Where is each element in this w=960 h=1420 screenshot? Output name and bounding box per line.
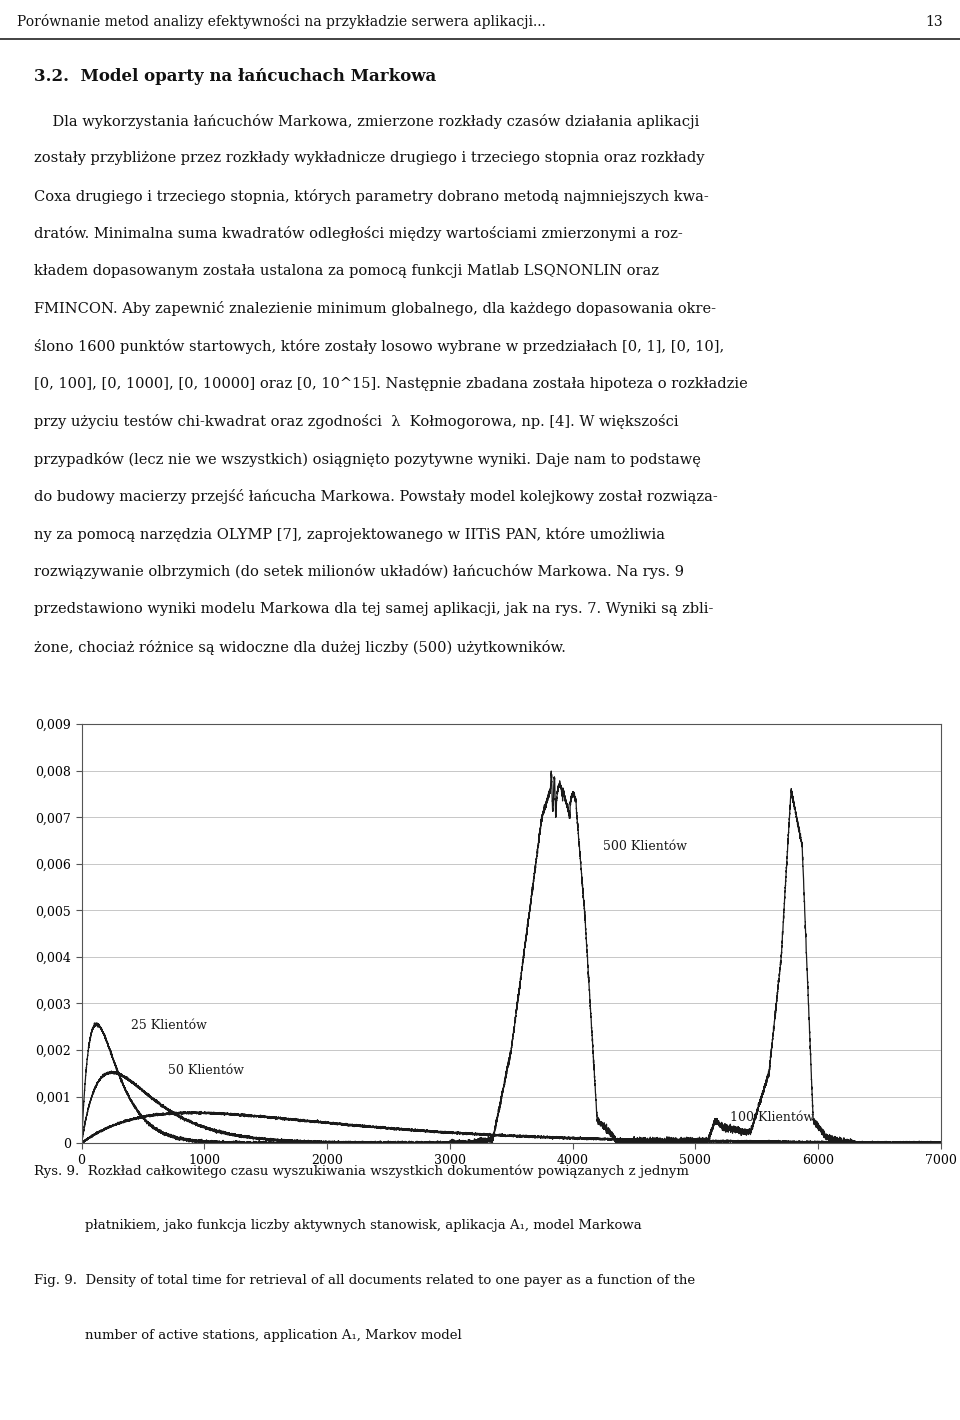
Text: do budowy macierzy przejść łańcucha Markowa. Powstały model kolejkowy został roz: do budowy macierzy przejść łańcucha Mark… bbox=[34, 490, 717, 504]
Text: żone, chociaż różnice są widoczne dla dużej liczby (500) użytkowników.: żone, chociaż różnice są widoczne dla du… bbox=[34, 639, 565, 655]
Text: ny za pomocą narzędzia OLYMP [7], zaprojektowanego w IITiS PAN, które umożliwia: ny za pomocą narzędzia OLYMP [7], zaproj… bbox=[34, 527, 664, 542]
Text: przedstawiono wyniki modelu Markowa dla tej samej aplikacji, jak na rys. 7. Wyni: przedstawiono wyniki modelu Markowa dla … bbox=[34, 602, 713, 616]
Text: Fig. 9.  Density of total time for retrieval of all documents related to one pay: Fig. 9. Density of total time for retrie… bbox=[34, 1275, 695, 1288]
Text: kładem dopasowanym została ustalona za pomocą funkcji Matlab LSQNONLIN oraz: kładem dopasowanym została ustalona za p… bbox=[34, 264, 659, 278]
Text: 13: 13 bbox=[925, 14, 943, 28]
Text: 25 Klientów: 25 Klientów bbox=[131, 1020, 206, 1032]
Text: 500 Klientów: 500 Klientów bbox=[603, 839, 687, 853]
Text: number of active stations, application A₁, Markov model: number of active stations, application A… bbox=[34, 1329, 462, 1342]
Text: rozwiązywanie olbrzymich (do setek milionów układów) łańcuchów Markowa. Na rys. : rozwiązywanie olbrzymich (do setek milio… bbox=[34, 565, 684, 579]
Text: przy użyciu testów chi-kwadrat oraz zgodności  λ  Kołmogorowa, np. [4]. W większ: przy użyciu testów chi-kwadrat oraz zgod… bbox=[34, 415, 678, 429]
Text: 100 Klientów: 100 Klientów bbox=[730, 1112, 814, 1125]
Text: Coxa drugiego i trzeciego stopnia, których parametry dobrano metodą najmniejszyc: Coxa drugiego i trzeciego stopnia, który… bbox=[34, 189, 708, 203]
Text: [0, 100], [0, 1000], [0, 10000] oraz [0, 10^15]. Następnie zbadana została hipot: [0, 100], [0, 1000], [0, 10000] oraz [0,… bbox=[34, 376, 747, 390]
Text: płatnikiem, jako funkcja liczby aktywnych stanowisk, aplikacja A₁, model Markowa: płatnikiem, jako funkcja liczby aktywnyc… bbox=[34, 1220, 641, 1233]
Text: zostały przybliżone przez rozkłady wykładnicze drugiego i trzeciego stopnia oraz: zostały przybliżone przez rozkłady wykła… bbox=[34, 151, 704, 165]
Text: FMINCON. Aby zapewnić znalezienie minimum globalnego, dla każdego dopasowania ok: FMINCON. Aby zapewnić znalezienie minimu… bbox=[34, 301, 715, 317]
Text: przypadków (lecz nie we wszystkich) osiągnięto pozytywne wyniki. Daje nam to pod: przypadków (lecz nie we wszystkich) osią… bbox=[34, 452, 701, 467]
Text: Dla wykorzystania łańcuchów Markowa, zmierzone rozkłady czasów działania aplikac: Dla wykorzystania łańcuchów Markowa, zmi… bbox=[34, 114, 699, 129]
Text: dratów. Minimalna suma kwadratów odległości między wartościami zmierzonymi a roz: dratów. Minimalna suma kwadratów odległo… bbox=[34, 226, 683, 241]
Text: 50 Klientów: 50 Klientów bbox=[168, 1064, 244, 1078]
Text: Porównanie metod analizy efektywności na przykładzie serwera aplikacji...: Porównanie metod analizy efektywności na… bbox=[17, 14, 546, 30]
Text: ślono 1600 punktów startowych, które zostały losowo wybrane w przedziałach [0, 1: ślono 1600 punktów startowych, które zos… bbox=[34, 339, 724, 354]
Text: Rys. 9.  Rozkład całkowitego czasu wyszukiwania wszystkich dokumentów powiązanyc: Rys. 9. Rozkład całkowitego czasu wyszuk… bbox=[34, 1164, 688, 1179]
Text: 3.2.  Model oparty na łańcuchach Markowa: 3.2. Model oparty na łańcuchach Markowa bbox=[34, 68, 436, 85]
